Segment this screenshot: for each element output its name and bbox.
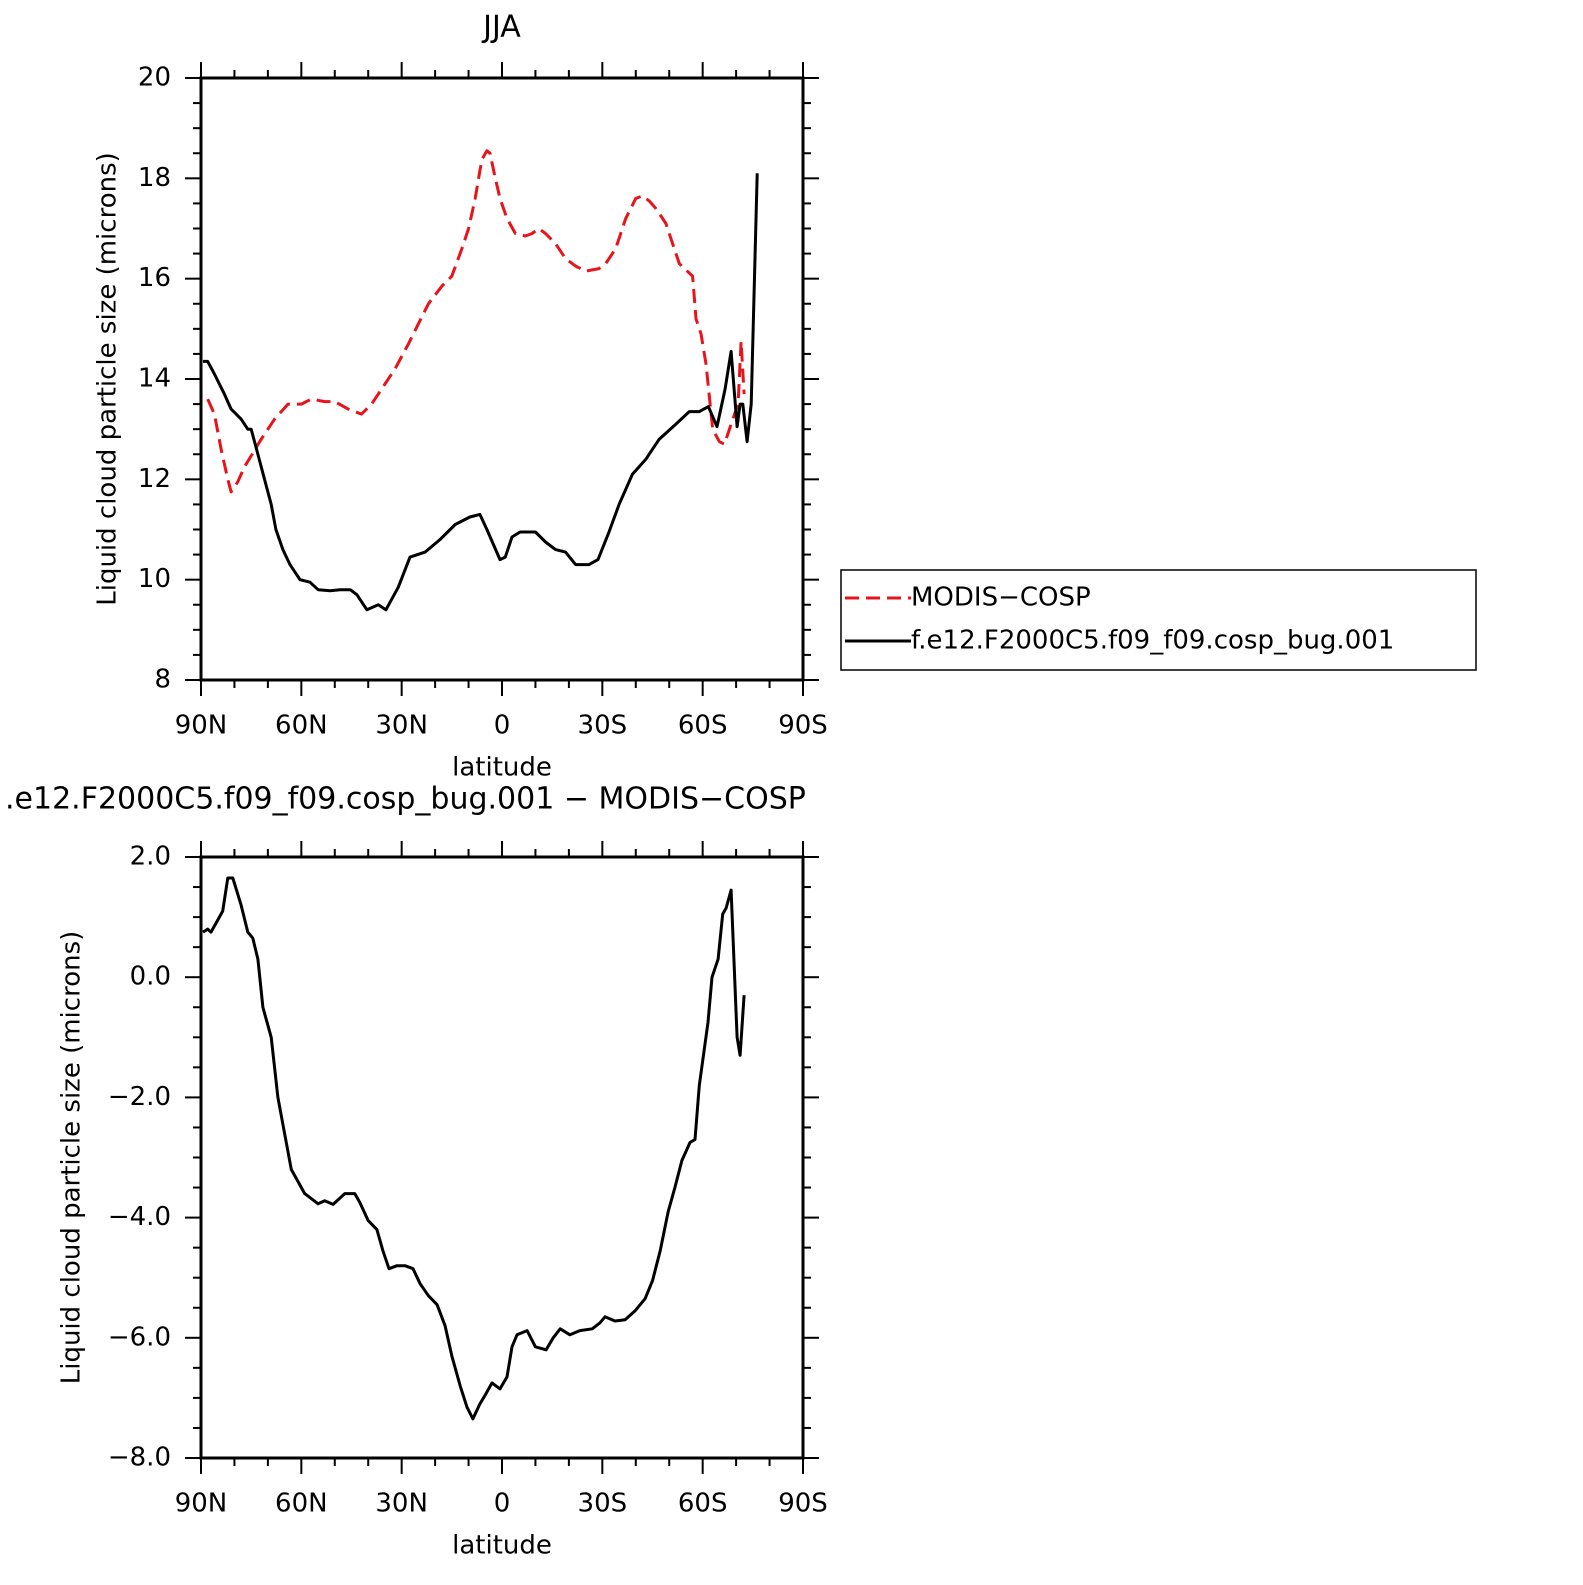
x-tick-label: 30S: [578, 1489, 628, 1519]
x-tick-label: 90N: [175, 1489, 228, 1519]
y-tick-label: −8.0: [108, 1443, 171, 1473]
legend-label: MODIS−COSP: [911, 583, 1091, 613]
x-tick-label: 30N: [375, 1489, 428, 1519]
y-tick-label: 16: [138, 263, 171, 293]
y-tick-label: 0.0: [130, 962, 171, 992]
x-tick-label: 0: [494, 711, 511, 741]
y-tick-label: 18: [138, 163, 171, 193]
x-axis-label: latitude: [452, 1531, 552, 1561]
x-tick-label: 90S: [778, 1489, 828, 1519]
x-tick-label: 60N: [275, 1489, 328, 1519]
y-tick-label: 2.0: [130, 842, 171, 872]
y-tick-label: 10: [138, 564, 171, 594]
x-tick-label: 30N: [375, 711, 428, 741]
x-tick-label: 0: [494, 1489, 511, 1519]
y-tick-label: 14: [138, 364, 171, 394]
y-tick-label: −4.0: [108, 1202, 171, 1232]
y-axis-label: Liquid cloud particle size (microns): [57, 931, 87, 1385]
data-line: [202, 876, 746, 1421]
x-tick-label: 60S: [678, 711, 728, 741]
legend-box: [840, 569, 1477, 671]
x-axis-label: latitude: [452, 753, 552, 783]
x-tick-label: 60N: [275, 711, 328, 741]
x-tick-label: 90S: [778, 711, 828, 741]
plot-frame: [199, 76, 805, 682]
y-tick-label: −2.0: [108, 1082, 171, 1112]
y-tick-label: −6.0: [108, 1322, 171, 1352]
legend-label: f.e12.F2000C5.f09_f09.cosp_bug.001: [911, 626, 1394, 656]
data-line: [206, 149, 746, 494]
y-axis-label: Liquid cloud particle size (microns): [93, 152, 123, 606]
x-tick-label: 30S: [578, 711, 628, 741]
y-tick-label: 20: [138, 63, 171, 93]
y-tick-label: 12: [138, 464, 171, 494]
x-tick-label: 90N: [175, 711, 228, 741]
data-line: [203, 173, 759, 612]
y-tick-label: 8: [154, 665, 171, 695]
x-tick-label: 60S: [678, 1489, 728, 1519]
plot-frame: [199, 855, 805, 1460]
chart-title: JJA: [481, 10, 521, 45]
chart-title: .e12.F2000C5.f09_f09.cosp_bug.001 − MODI…: [5, 782, 806, 817]
